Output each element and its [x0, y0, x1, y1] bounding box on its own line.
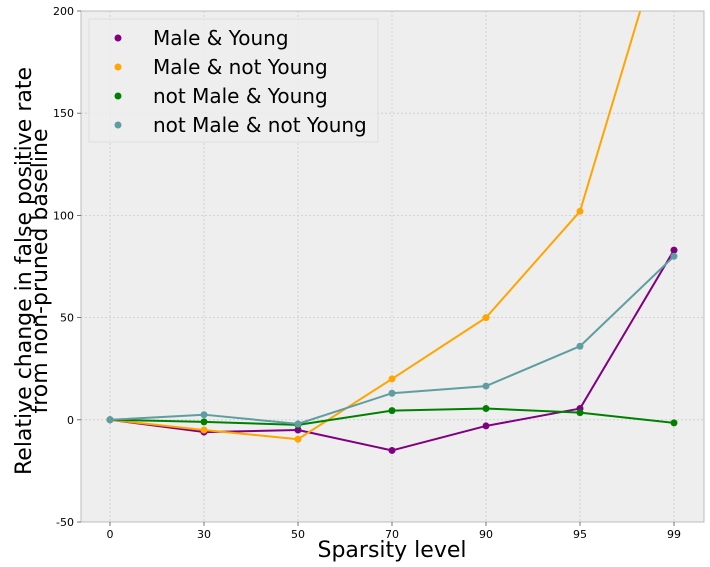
data-point-not-male-and-not-young [482, 382, 490, 390]
data-point-male-and-young [294, 426, 302, 434]
data-point-male-and-not-young [482, 314, 490, 322]
data-point-not-male-and-not-young [294, 420, 302, 428]
data-point-male-and-young [482, 422, 490, 430]
plot-frame [80, 10, 705, 523]
data-point-male-and-not-young [200, 426, 208, 434]
y-tick-label: -50 [56, 516, 74, 529]
data-point-not-male-and-not-young [388, 389, 396, 397]
legend-label-male-and-young: Male & Young [153, 26, 289, 50]
data-point-male-and-not-young [576, 207, 584, 215]
y-tick-label: 150 [53, 107, 74, 120]
y-tick-label: 200 [53, 5, 74, 18]
data-point-not-male-and-not-young [106, 416, 114, 424]
x-tick-label: 30 [197, 528, 211, 541]
data-point-male-and-young [670, 246, 678, 254]
series-layer [106, 11, 678, 454]
data-point-not-male-and-young [200, 418, 208, 426]
y-tick-label: 0 [67, 414, 74, 427]
data-point-not-male-and-not-young [576, 342, 584, 350]
x-tick-label: 95 [573, 528, 587, 541]
data-point-not-male-and-young [482, 405, 490, 413]
data-point-male-and-not-young [388, 375, 396, 383]
x-tick-label: 99 [667, 528, 681, 541]
y-axis-title: Relative change in false positive rate f… [12, 67, 53, 475]
y-axis-title-line-2: from non-pruned baseline [28, 128, 53, 413]
legend-label-male-and-not-young: Male & not Young [153, 55, 328, 79]
legend-marker-not-male-and-young [114, 92, 122, 100]
data-point-not-male-and-not-young [200, 411, 208, 419]
legend-marker-male-and-not-young [114, 63, 122, 71]
x-tick-label: 70 [385, 528, 399, 541]
legend-box [88, 18, 379, 143]
y-tick-label: 50 [60, 312, 74, 325]
legend: Male & Young Male & not Young not Male & Y… [88, 18, 379, 143]
legend-label-not-male-and-young: not Male & Young [153, 84, 328, 108]
data-point-not-male-and-young [670, 419, 678, 427]
x-tick-label: 90 [479, 528, 493, 541]
data-point-not-male-and-not-young [670, 252, 678, 260]
ticks: 0 30 50 70 90 95 99 -50 0 50 100 150 200 [53, 5, 681, 541]
data-point-male-and-young [388, 446, 396, 454]
legend-marker-male-and-young [114, 34, 122, 42]
x-axis-title: Sparsity level [318, 538, 467, 563]
legend-marker-not-male-and-not-young [114, 121, 122, 129]
legend-label-not-male-and-not-young: not Male & not Young [153, 113, 367, 137]
y-axis-title-line-1: Relative change in false positive rate [12, 67, 37, 475]
x-tick-label: 50 [291, 528, 305, 541]
data-point-not-male-and-young [576, 409, 584, 417]
data-point-not-male-and-young [388, 407, 396, 415]
y-tick-label: 100 [53, 209, 74, 222]
x-tick-label: 0 [107, 528, 114, 541]
data-point-male-and-not-young [294, 435, 302, 443]
series-not-male-and-not-young [106, 252, 678, 428]
